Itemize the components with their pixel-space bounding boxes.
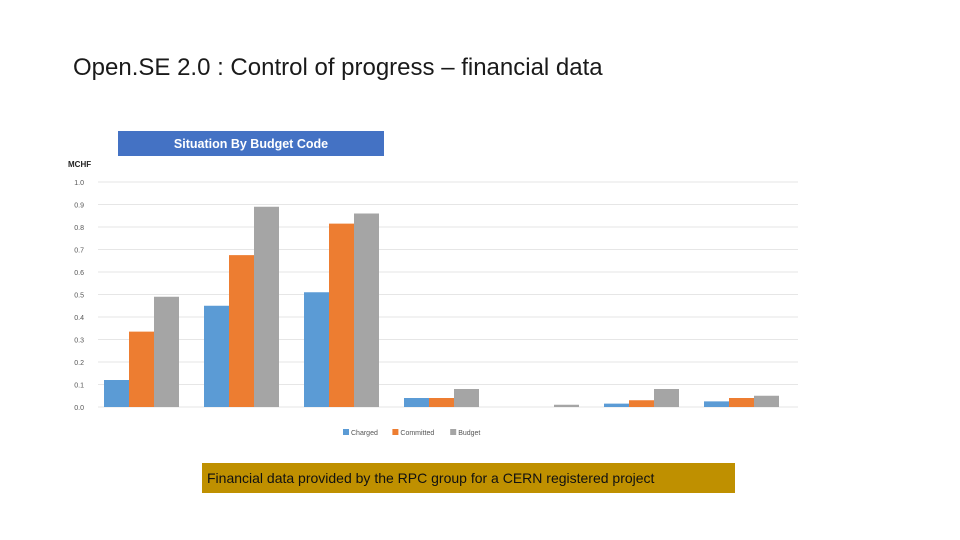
caption-box: Financial data provided by the RPC group… (202, 463, 735, 493)
y-tick-label: 0.9 (74, 203, 84, 210)
bar-budget (354, 213, 379, 407)
y-tick-label: 0.3 (74, 338, 84, 345)
legend-label: Committed (400, 430, 434, 437)
bar-charged (104, 380, 129, 407)
bar-charged (304, 292, 329, 407)
y-tick-label: 0.6 (74, 270, 84, 277)
bar-budget (154, 296, 179, 407)
legend-label: Charged (351, 430, 378, 437)
y-tick-label: 0.0 (74, 405, 84, 412)
y-tick-label: 0.5 (74, 293, 84, 300)
legend-swatch (392, 429, 399, 435)
legend: Charged Committed Budget (343, 429, 480, 437)
legend-swatch (450, 429, 457, 435)
bar-committed (729, 398, 754, 407)
bar-charged (204, 305, 229, 407)
bar-committed (329, 223, 354, 407)
bar-charged (704, 401, 729, 407)
y-tick-label: 0.4 (74, 315, 84, 322)
legend-swatch (343, 429, 349, 435)
y-tick-label: 1.0 (74, 180, 84, 187)
y-axis-label: MCHF (68, 160, 91, 169)
slide-title: Open.SE 2.0 : Control of progress – fina… (73, 54, 603, 81)
y-tick-label: 0.8 (74, 225, 84, 232)
bar-committed (229, 255, 254, 407)
caption-band (202, 463, 735, 493)
bar-budget (754, 395, 779, 407)
bar-committed (129, 331, 154, 407)
chart-title: Situation By Budget Code (118, 131, 384, 156)
bar-committed (429, 398, 454, 407)
y-tick-label: 0.1 (74, 383, 84, 390)
bars (104, 206, 779, 407)
y-axis-ticks: 0.0 0.1 0.2 0.3 0.4 0.5 0.6 0.7 0.8 0.9 1.0 (74, 180, 84, 412)
bar-budget (654, 389, 679, 407)
y-tick-label: 0.7 (74, 248, 84, 255)
bar-chart: 0.0 0.1 0.2 0.3 0.4 0.5 0.6 0.7 0.8 0.9 1.0 MCHF C… (60, 156, 805, 454)
bar-budget (254, 206, 279, 407)
bar-budget (454, 389, 479, 407)
y-tick-label: 0.2 (74, 360, 84, 367)
legend-label: Budget (458, 430, 480, 437)
bar-budget (554, 404, 579, 407)
bar-charged (404, 398, 429, 407)
bar-committed (629, 400, 654, 407)
caption-text: Financial data provided by the RPC group… (207, 470, 655, 486)
bar-charged (604, 403, 629, 407)
